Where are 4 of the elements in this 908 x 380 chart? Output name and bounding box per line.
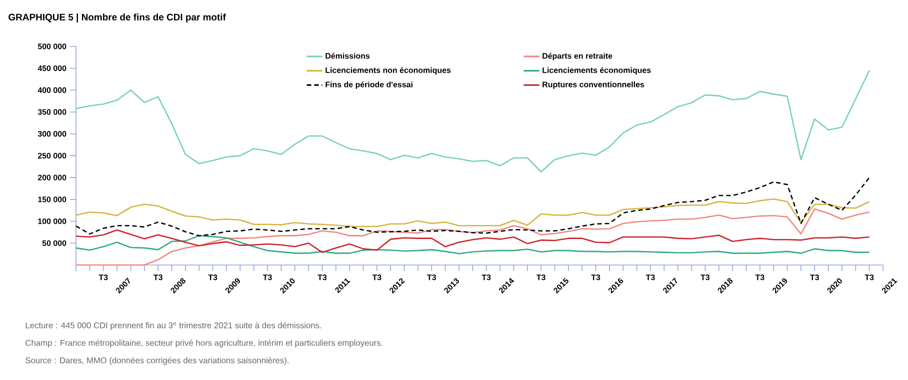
source-note: Source : Dares, MMO (données corrigées des variations saisonnières). bbox=[26, 357, 288, 365]
text: Lecture : 445 000 CDI prennent fin au 3$^{e}$ trimestre 2021 suite à des démissions. bbox=[26, 322, 322, 330]
chart-title: GRAPHIQUE 5 | Nombre de fins de CDI par motif bbox=[8, 14, 226, 22]
text: Champ : France métropolitaine, secteur privé hors agriculture, intérim et particuliers employeurs. bbox=[26, 340, 382, 348]
